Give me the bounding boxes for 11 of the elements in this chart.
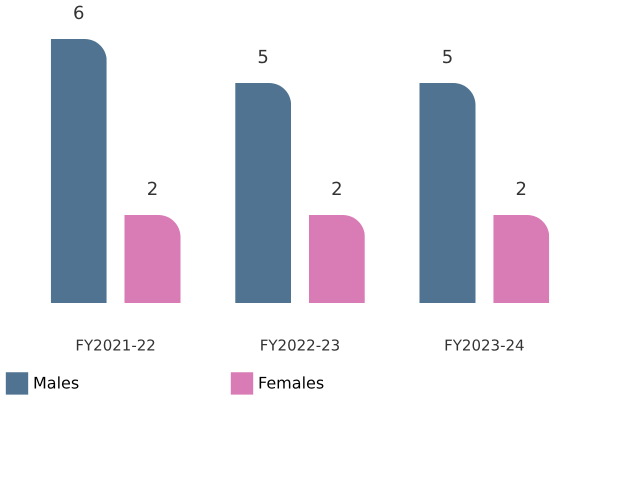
data-label: 5 <box>442 47 454 68</box>
data-label: 5 <box>257 47 269 68</box>
data-label: 2 <box>331 179 343 200</box>
data-label: 2 <box>146 179 158 200</box>
x-tick-label: FY2021-22 <box>75 336 156 354</box>
data-label: 2 <box>516 179 527 200</box>
data-label: 6 <box>73 3 84 24</box>
x-tick-label: FY2022-23 <box>260 336 340 354</box>
legend-label: Females <box>258 373 324 392</box>
legend-label: Males <box>33 373 80 392</box>
x-tick-label: FY2023-24 <box>444 336 525 354</box>
